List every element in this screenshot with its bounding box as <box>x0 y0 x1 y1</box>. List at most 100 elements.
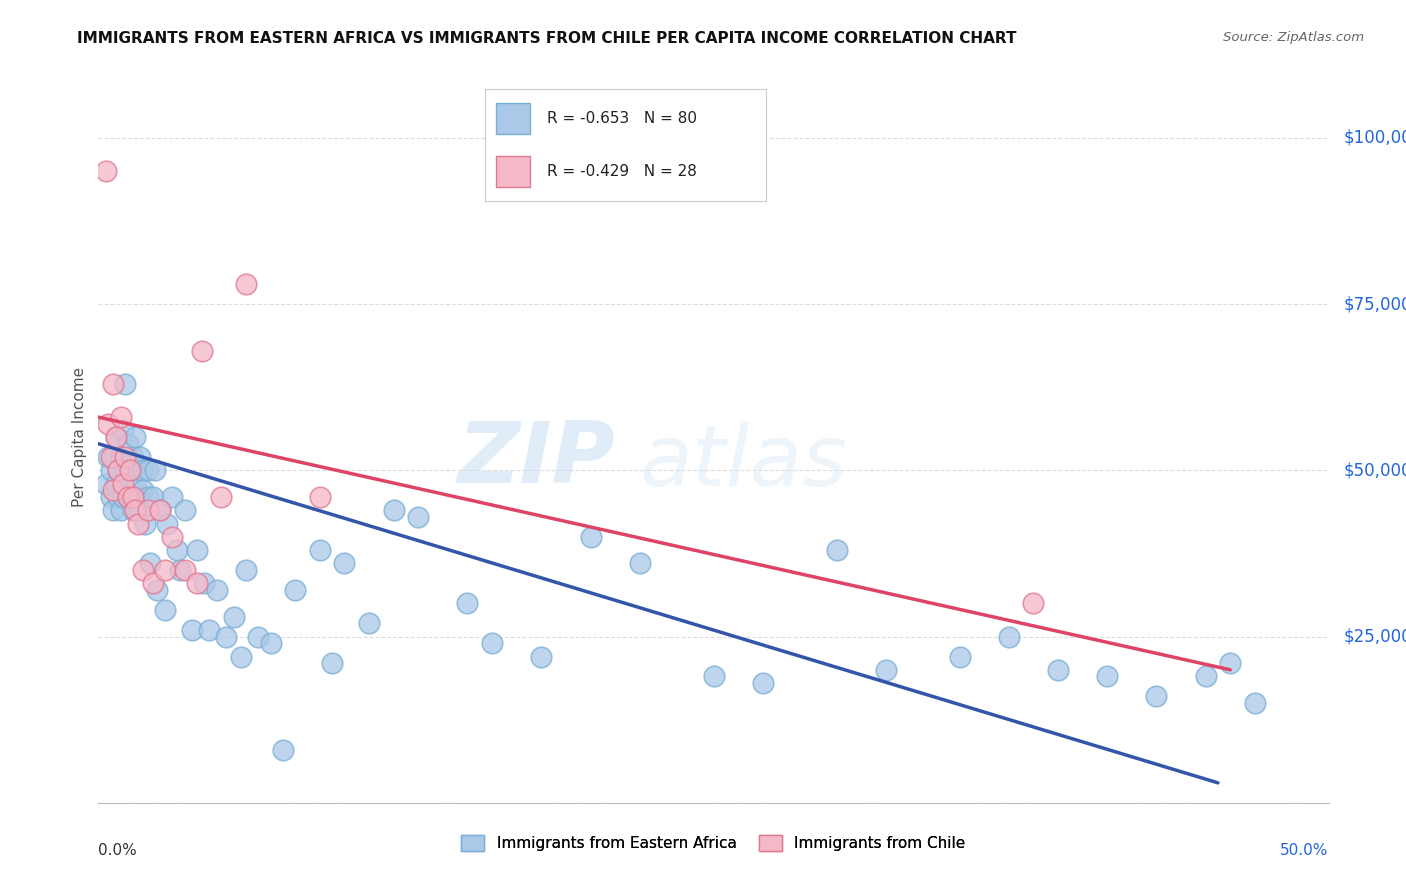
Point <box>166 543 188 558</box>
Point <box>120 463 142 477</box>
Point <box>1046 663 1070 677</box>
Point <box>139 557 162 571</box>
Text: R = -0.653   N = 80: R = -0.653 N = 80 <box>547 111 697 126</box>
Text: IMMIGRANTS FROM EASTERN AFRICA VS IMMIGRANTS FROM CHILE PER CAPITA INCOME CORREL: IMMIGRANTS FROM EASTERN AFRICA VS IMMIGR… <box>77 31 1017 46</box>
Point <box>141 490 165 504</box>
Point <box>120 490 142 504</box>
Point <box>333 557 356 571</box>
Point <box>949 649 972 664</box>
Point <box>260 636 283 650</box>
Point <box>100 450 122 464</box>
Point <box>97 450 120 464</box>
Point <box>247 630 270 644</box>
Point <box>132 463 155 477</box>
Point <box>114 376 136 391</box>
Point <box>153 603 176 617</box>
Point <box>117 490 139 504</box>
Point <box>359 616 381 631</box>
Point <box>107 463 129 477</box>
Point <box>110 503 132 517</box>
Text: 0.0%: 0.0% <box>98 843 138 858</box>
Point <box>825 543 848 558</box>
Point <box>173 503 195 517</box>
Point <box>110 410 132 425</box>
Point <box>117 436 139 450</box>
Bar <box>496 103 530 134</box>
Point <box>146 582 169 597</box>
Text: 50.0%: 50.0% <box>1281 843 1329 858</box>
Y-axis label: Per Capita Income: Per Capita Income <box>72 367 87 508</box>
Point <box>408 509 430 524</box>
Point <box>104 476 127 491</box>
Point <box>100 463 122 477</box>
Point <box>136 503 159 517</box>
Point <box>205 582 228 597</box>
Point <box>481 636 503 650</box>
Point <box>186 576 208 591</box>
Point <box>104 430 127 444</box>
Point <box>112 490 135 504</box>
Text: $75,000: $75,000 <box>1344 295 1406 313</box>
Point <box>124 430 146 444</box>
Point <box>136 490 159 504</box>
Point <box>122 490 145 504</box>
Point <box>1097 669 1119 683</box>
Point <box>1244 696 1267 710</box>
Text: $100,000: $100,000 <box>1344 128 1406 147</box>
Text: Source: ZipAtlas.com: Source: ZipAtlas.com <box>1223 31 1364 45</box>
Point <box>103 376 125 391</box>
Text: $25,000: $25,000 <box>1344 628 1406 646</box>
Point <box>456 596 478 610</box>
Point <box>114 450 136 464</box>
Point <box>94 164 117 178</box>
Point <box>149 503 172 517</box>
Text: ZIP: ZIP <box>457 417 616 500</box>
Point <box>1022 596 1045 610</box>
Point <box>104 430 127 444</box>
Point <box>530 649 553 664</box>
Point <box>162 530 183 544</box>
Point <box>1144 690 1167 704</box>
Point <box>97 417 120 431</box>
Point <box>235 563 257 577</box>
Point <box>628 557 651 571</box>
Point <box>998 630 1021 644</box>
Point <box>579 530 602 544</box>
Point <box>124 476 146 491</box>
Point <box>136 463 159 477</box>
Point <box>103 483 125 498</box>
Point <box>180 623 204 637</box>
Point <box>127 516 149 531</box>
Point <box>875 663 897 677</box>
Point <box>103 450 125 464</box>
Point <box>132 563 155 577</box>
Point <box>141 576 165 591</box>
Point <box>156 516 179 531</box>
Point <box>153 563 176 577</box>
Point <box>110 450 132 464</box>
Point <box>122 503 145 517</box>
Point <box>271 742 294 756</box>
Point <box>1195 669 1218 683</box>
Text: R = -0.429   N = 28: R = -0.429 N = 28 <box>547 164 697 179</box>
Point <box>114 463 136 477</box>
Point <box>173 563 195 577</box>
Point <box>94 476 117 491</box>
Point <box>122 450 145 464</box>
Point <box>143 463 166 477</box>
Point <box>191 343 214 358</box>
Bar <box>496 156 530 187</box>
Point <box>120 463 142 477</box>
Point <box>103 503 125 517</box>
Text: atlas: atlas <box>640 421 848 504</box>
Point <box>117 490 139 504</box>
Point <box>235 277 257 292</box>
Point <box>112 424 135 438</box>
Point <box>129 450 152 464</box>
Text: $50,000: $50,000 <box>1344 461 1406 479</box>
Point <box>1219 656 1241 670</box>
Point <box>231 649 253 664</box>
Point <box>127 463 149 477</box>
Point <box>284 582 307 597</box>
Point <box>703 669 725 683</box>
